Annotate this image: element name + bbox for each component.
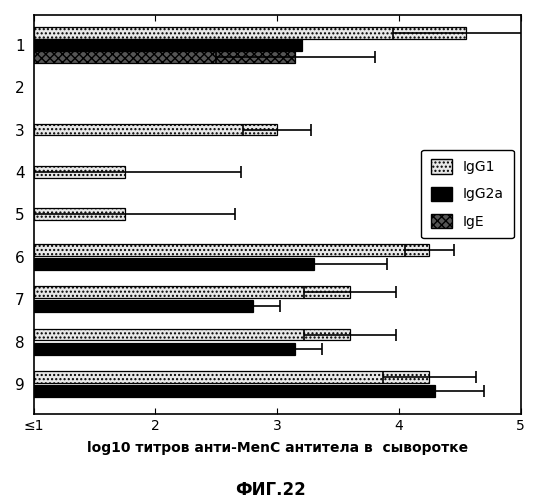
Bar (34, 343, 295, 354)
Bar (34, 124, 277, 136)
Bar (34, 258, 314, 270)
Bar (34, 39, 301, 50)
Bar (34, 286, 350, 298)
Text: ФИГ.22: ФИГ.22 (234, 481, 306, 499)
Bar (34, 27, 466, 39)
Bar (34, 386, 435, 397)
Bar (34, 244, 429, 256)
Bar (34, 328, 350, 340)
Bar (34, 371, 429, 383)
Legend: IgG1, IgG2a, IgE: IgG1, IgG2a, IgE (421, 150, 514, 238)
Bar (34, 300, 253, 312)
X-axis label: log10 титров анти-MenC антитела в  сыворотке: log10 титров анти-MenC антитела в сыворо… (86, 441, 468, 455)
Bar (34, 50, 295, 62)
Bar (34, 166, 125, 178)
Bar (34, 208, 125, 220)
